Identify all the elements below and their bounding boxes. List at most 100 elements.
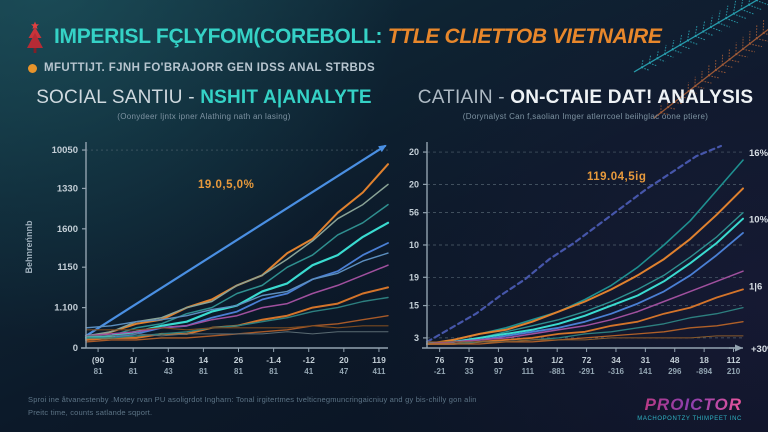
series-line-orange-top — [426, 187, 744, 345]
x-tick-label-bottom: 81 — [269, 367, 278, 376]
right-chart-title: CATIAIN - ON-CTAIE DAT! ANALYSIS — [403, 87, 768, 109]
x-tick-label-bottom: 97 — [494, 367, 503, 376]
x-tick-label-bottom: 33 — [465, 367, 474, 376]
series-line-sage — [85, 183, 389, 337]
series-line-purple — [426, 270, 744, 345]
series-line-flat-amber — [85, 325, 389, 331]
x-tick-label-bottom: 43 — [164, 367, 173, 376]
x-tick-label-bottom: -316 — [608, 367, 625, 376]
x-tick-label-bottom: 210 — [727, 367, 741, 376]
bullet-icon — [28, 63, 37, 73]
x-tick-label-bottom: -881 — [549, 367, 566, 376]
y-tick-label: 1600 — [57, 224, 78, 235]
annotation-label: 19.0,5,0% — [198, 179, 254, 191]
x-tick-label-top: -12 — [303, 355, 316, 365]
x-tick-label-top: 31 — [641, 355, 651, 365]
y-tick-label: 15 — [409, 301, 419, 311]
fern-decoration — [633, 0, 768, 119]
left-chart-title: SOCIAL SANTIU - NSHIT A|ANALYTE — [18, 87, 390, 109]
x-tick-label-bottom: 81 — [199, 367, 208, 376]
series-line-flat-slate — [85, 331, 389, 337]
x-tick-label-bottom: 81 — [129, 367, 138, 376]
left-line-chart: 10050 1330 1600 1150 1.100 0 (90 81 1/81 -18 43 14 8… — [24, 142, 390, 376]
x-tick-label-top: 48 — [670, 355, 680, 365]
header-subtitle: MFUTTIJT. FJNH FO'BRAJORR GEN IDSS ANAL … — [44, 62, 376, 74]
x-tick-label-top: 1/2 — [551, 355, 563, 365]
y-tick-label: 10050 — [52, 145, 78, 156]
page-title: IMPERISL FÇLYFOM(COREBOLL: TTLE CLIETTOB… — [54, 25, 662, 49]
x-tick-label-top: 14 — [523, 355, 533, 365]
right-edge-label: 10% — [749, 215, 768, 226]
series-line-trend-arrow — [84, 144, 387, 337]
y-tick-label: 1330 — [57, 183, 78, 194]
x-tick-label-top: 112 — [727, 355, 741, 365]
y-tick-label: 1150 — [57, 262, 78, 273]
x-tick-label-top: 26 — [234, 355, 244, 365]
x-tick-label-top: 10 — [494, 355, 504, 365]
x-tick-label-bottom: 41 — [304, 367, 313, 376]
page-title-orange: TTLE CLIETTOB VIETNAIRE — [382, 25, 662, 48]
page-title-teal: IMPERISL FÇLYFOM(COREBOLL: — [54, 25, 383, 48]
right-chart-subtitle: (Dorynalyst Can f,saolian Imger atlerrco… — [462, 112, 709, 121]
x-tick-label-top: -1.4 — [266, 355, 281, 365]
x-tick-label-top: 20 — [339, 355, 349, 365]
x-tick-label-top: 34 — [611, 355, 621, 365]
x-tick-label-bottom: 296 — [668, 367, 682, 376]
x-tick-label-bottom: 81 — [234, 367, 243, 376]
annotation-label: 119.04,5ig — [587, 171, 646, 183]
series-line-steel-blue — [85, 252, 389, 329]
right-line-chart: 20 20 56 10 19 15 3 76 -21 75 33 10 97 14 111 1/2 -881 72… — [409, 142, 768, 376]
y-tick-label: 19 — [409, 272, 419, 282]
x-tick-label-bottom: 111 — [522, 367, 535, 376]
x-tick-label-top: 72 — [582, 355, 592, 365]
brand-logo-word: PROICTOR — [637, 395, 742, 415]
right-edge-label: 16% — [749, 148, 768, 159]
y-tick-label: 20 — [409, 179, 419, 189]
header-subtitle-row: MFUTTIJT. FJNH FO'BRAJORR GEN IDSS ANAL … — [28, 62, 375, 74]
right-edge-label: 1|6 — [749, 281, 762, 292]
left-chart-title-accent: NSHIT A|ANALYTE — [200, 87, 372, 108]
x-tick-label-top: 18 — [699, 355, 709, 365]
left-chart-subtitle: (Oonydeer ljntx ipner Alathing nath an l… — [117, 112, 291, 121]
footer-line-2: Preitc time, counts satlande sqport. — [28, 408, 153, 417]
right-chart-title-accent: ON-CTAIE DAT! ANALYSIS — [510, 87, 754, 108]
x-tick-label-bottom: 47 — [339, 367, 348, 376]
series-line-teal-low — [85, 296, 389, 339]
series-line-cyan — [426, 217, 744, 345]
red-tree-icon — [27, 21, 43, 53]
series-line-teal-mid — [85, 203, 389, 341]
y-tick-label: 56 — [409, 208, 419, 218]
x-tick-label-bottom: 141 — [639, 367, 653, 376]
series-line-indigo-dashed — [425, 144, 722, 343]
fern-stem — [633, 0, 759, 73]
fern-stem — [653, 28, 768, 119]
x-tick-label-bottom: 81 — [94, 367, 103, 376]
left-chart-title-plain: SOCIAL SANTIU - — [36, 87, 201, 108]
x-tick-label-top: 14 — [199, 355, 209, 365]
footer-line-1: Sproi ine åtvanestenby .Motey rvan PU as… — [28, 395, 477, 404]
x-tick-label-top: 76 — [435, 355, 445, 365]
y-tick-label: 3 — [414, 333, 419, 343]
x-tick-label-top: 119 — [372, 355, 386, 365]
y-tick-label: 0 — [73, 343, 78, 354]
x-tick-label-bottom: -21 — [434, 367, 446, 376]
x-tick-label-top: 1/ — [130, 355, 138, 365]
x-tick-label-top: -18 — [162, 355, 175, 365]
x-tick-label-bottom: -291 — [579, 367, 596, 376]
series-line-teal-2 — [426, 211, 744, 345]
brand-logo: PROICTOR MACHOPONTZY THIMPEET INC — [637, 395, 742, 422]
y-tick-label: 20 — [409, 147, 419, 157]
y-tick-label: 1.100 — [54, 303, 78, 314]
x-tick-label-top: (90 — [92, 355, 105, 365]
y-axis-title: Behnreńnnb — [24, 220, 34, 274]
series-line-flat-dark — [426, 335, 744, 343]
right-chart-title-plain: CATIAIN - — [417, 87, 511, 108]
footer-note: Sproi ine åtvanestenby .Motey rvan PU as… — [28, 393, 603, 419]
series-line-purple — [85, 264, 389, 337]
brand-logo-tagline: MACHOPONTZY THIMPEET INC — [637, 416, 742, 422]
axis-end-label: +30% — [751, 344, 768, 355]
x-tick-label-bottom: -894 — [696, 367, 713, 376]
series-line-orange-3 — [426, 321, 744, 345]
x-tick-label-bottom: 411 — [372, 367, 385, 376]
